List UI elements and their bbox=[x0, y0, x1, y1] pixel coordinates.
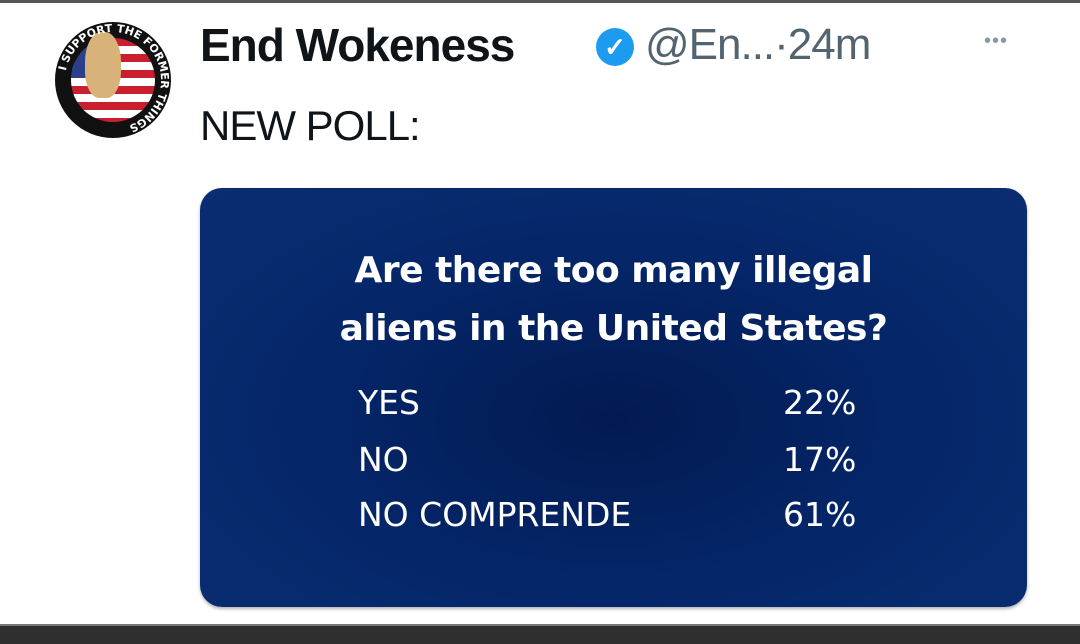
avatar-ring: I SUPPORT THE FORMER THINGS bbox=[56, 22, 171, 135]
top-divider bbox=[0, 0, 1080, 3]
poll-row-label: NO COMPRENDE bbox=[358, 495, 632, 534]
poll-row-label: NO bbox=[358, 440, 409, 479]
handle-and-time[interactable]: @En...·24m bbox=[645, 20, 871, 69]
avatar[interactable]: I SUPPORT THE FORMER THINGS bbox=[55, 22, 171, 138]
poll-question-line2: aliens in the United States? bbox=[339, 308, 888, 349]
poll-question-line1: Are there too many illegal bbox=[354, 250, 874, 291]
tweet-text: NEW POLL: bbox=[200, 102, 421, 149]
poll-row-value: 61% bbox=[783, 495, 857, 534]
avatar-ring-text-wrap: I SUPPORT THE FORMER THINGS bbox=[56, 22, 171, 135]
bottom-bar bbox=[0, 624, 1080, 644]
poll-image[interactable]: Are there too many illegal aliens in the… bbox=[200, 188, 1027, 607]
more-icon[interactable]: ••• bbox=[984, 30, 1009, 52]
poll-row: NO COMPRENDE 61% bbox=[358, 495, 918, 534]
poll-row: YES 22% bbox=[358, 383, 918, 422]
verified-badge-icon[interactable]: ✓ bbox=[596, 28, 634, 66]
poll-row-value: 22% bbox=[783, 383, 857, 422]
display-name[interactable]: End Wokeness bbox=[200, 19, 515, 71]
poll-row-value: 17% bbox=[783, 440, 857, 479]
avatar-ring-text: I SUPPORT THE FORMER THINGS bbox=[56, 22, 171, 135]
poll-row-label: YES bbox=[358, 383, 420, 422]
poll-row: NO 17% bbox=[358, 440, 918, 479]
avatar-face bbox=[85, 32, 121, 98]
